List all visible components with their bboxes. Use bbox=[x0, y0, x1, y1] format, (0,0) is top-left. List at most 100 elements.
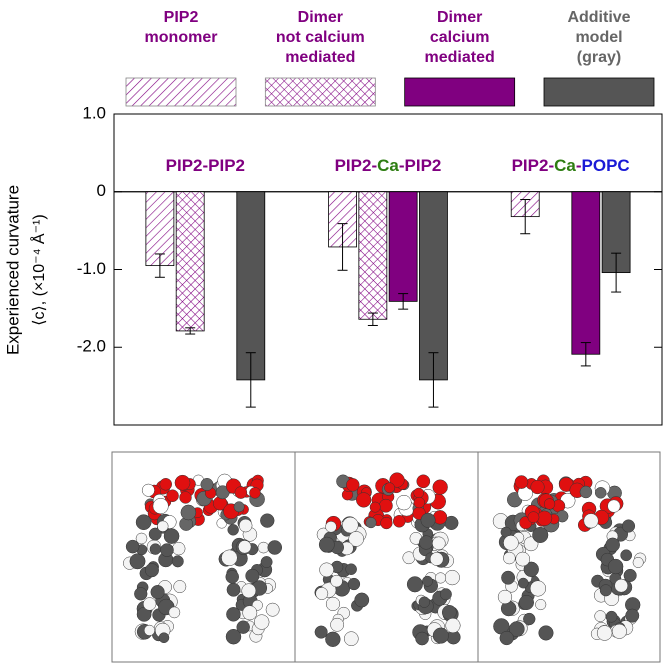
legend-swatch bbox=[543, 77, 655, 107]
atom bbox=[238, 518, 253, 533]
atom bbox=[441, 605, 457, 620]
atom bbox=[517, 577, 529, 589]
bar bbox=[419, 191, 448, 381]
error-bar bbox=[367, 312, 378, 326]
atom bbox=[445, 617, 461, 634]
atom bbox=[596, 625, 613, 641]
atom bbox=[439, 588, 452, 601]
atom bbox=[527, 511, 540, 524]
atom bbox=[225, 570, 239, 584]
atom bbox=[245, 568, 260, 583]
atom bbox=[611, 623, 627, 639]
atom bbox=[226, 582, 241, 597]
atom bbox=[625, 608, 640, 623]
atom bbox=[413, 487, 424, 499]
atom bbox=[135, 532, 148, 545]
atom bbox=[419, 535, 434, 550]
atom bbox=[415, 631, 429, 646]
atom bbox=[234, 486, 248, 499]
category-label-part: - bbox=[576, 156, 582, 175]
category-label-part: PIP2- bbox=[512, 156, 555, 175]
atom bbox=[413, 496, 425, 509]
atom bbox=[607, 558, 624, 575]
atom bbox=[632, 557, 644, 568]
atom bbox=[125, 539, 140, 554]
atom bbox=[325, 631, 341, 647]
atom bbox=[254, 614, 270, 630]
atom bbox=[594, 487, 607, 499]
atom bbox=[523, 612, 536, 626]
atom bbox=[503, 551, 516, 565]
atom bbox=[515, 551, 531, 567]
atom bbox=[143, 624, 155, 636]
atom bbox=[236, 620, 250, 634]
atom bbox=[148, 527, 162, 541]
atom bbox=[325, 596, 341, 611]
atom bbox=[356, 492, 372, 508]
atom bbox=[621, 519, 636, 533]
atom bbox=[365, 517, 377, 529]
atom bbox=[160, 543, 174, 557]
atom bbox=[314, 625, 328, 639]
atom bbox=[499, 630, 514, 646]
error-bar bbox=[580, 342, 591, 367]
atom bbox=[620, 549, 633, 562]
category-label-part: PIP2-PIP2 bbox=[166, 156, 245, 175]
atom bbox=[134, 587, 148, 601]
atom bbox=[330, 574, 343, 588]
atom bbox=[168, 606, 181, 619]
atom bbox=[497, 589, 513, 605]
atom bbox=[135, 514, 152, 531]
atom bbox=[325, 521, 337, 533]
atom bbox=[249, 487, 261, 499]
atom bbox=[583, 513, 599, 529]
atom bbox=[242, 605, 258, 621]
atom bbox=[330, 617, 345, 632]
atom bbox=[432, 479, 448, 495]
y-tick-label: 0 bbox=[97, 181, 106, 200]
molecule-image bbox=[123, 473, 283, 645]
atom bbox=[342, 516, 359, 534]
atom bbox=[267, 540, 283, 555]
atom bbox=[238, 540, 252, 554]
atom bbox=[318, 536, 335, 553]
atom bbox=[599, 584, 612, 597]
atom bbox=[614, 578, 629, 593]
atom bbox=[384, 482, 395, 494]
category-label: PIP2-PIP2 bbox=[166, 156, 245, 175]
atom bbox=[346, 478, 360, 492]
atom bbox=[503, 535, 519, 551]
atom bbox=[345, 563, 357, 575]
legend-swatch bbox=[264, 77, 376, 107]
y-tick-label: -2.0 bbox=[77, 337, 106, 356]
atom bbox=[444, 569, 460, 586]
error-bar bbox=[337, 223, 348, 271]
atom bbox=[159, 478, 172, 491]
atom bbox=[180, 504, 197, 521]
error-bar bbox=[154, 253, 165, 278]
atom bbox=[435, 572, 447, 584]
atom bbox=[315, 587, 329, 600]
atom bbox=[623, 568, 637, 582]
y-axis-label: ⟨c⟩, (×10⁻⁴ Å⁻¹) bbox=[29, 214, 48, 325]
atom bbox=[605, 537, 620, 553]
atom bbox=[141, 483, 155, 497]
atom bbox=[579, 485, 593, 499]
atom bbox=[319, 562, 334, 578]
atom bbox=[535, 599, 547, 611]
atom bbox=[179, 491, 192, 504]
atom bbox=[166, 489, 179, 503]
atom bbox=[265, 602, 280, 617]
atom bbox=[348, 531, 364, 547]
atom bbox=[343, 631, 359, 646]
error-bar bbox=[185, 327, 196, 335]
bar bbox=[571, 191, 601, 355]
atom bbox=[354, 592, 370, 608]
molecule-image bbox=[314, 472, 461, 647]
atom bbox=[233, 501, 245, 513]
atom bbox=[157, 520, 169, 532]
atom bbox=[225, 628, 242, 645]
category-label: PIP2-Ca-PIP2 bbox=[335, 156, 442, 175]
atom bbox=[605, 610, 618, 623]
